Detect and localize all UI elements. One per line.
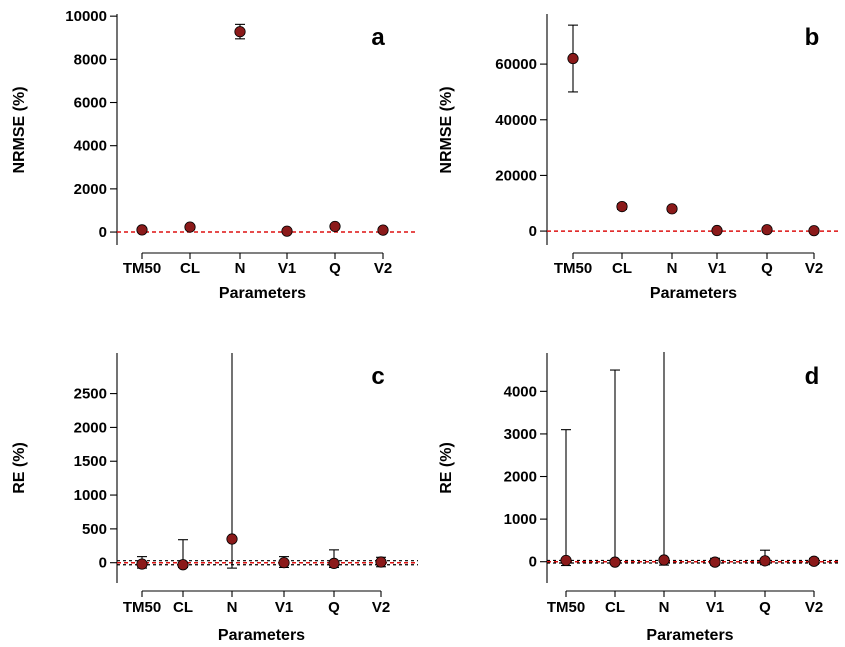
x-axis-title: Parameters — [219, 285, 306, 302]
panel-d: 0 1000 2000 3000 4000 TM50 CL N V1 Q V2 d RE (%) Para… — [438, 352, 838, 644]
point-v2 — [375, 556, 387, 568]
x-tick-label-v2: V2 — [805, 599, 823, 616]
x-tick-label-v1: V1 — [706, 599, 724, 616]
panel-c: 0 500 1000 1500 2000 2500 TM50 CL N V1 Q V2 c RE (%) P… — [11, 353, 418, 644]
y-tick-label: 10000 — [65, 8, 107, 25]
x-tick-label-v1: V1 — [275, 599, 293, 616]
point-n — [658, 554, 670, 566]
panel-b: 0 20000 40000 60000 TM50 CL N V1 Q V2 b NRMSE (%) Pa… — [438, 14, 838, 302]
x-tick-label-n: N — [667, 260, 678, 277]
x-tick-label-v2: V2 — [805, 260, 823, 277]
point-tm50 — [567, 52, 579, 65]
y-tick-label: 500 — [82, 521, 107, 538]
panel-label: d — [805, 363, 820, 390]
x-tick-label-cl: CL — [612, 260, 632, 277]
x-tick-label-tm50: TM50 — [123, 260, 161, 277]
x-axis-title: Parameters — [646, 627, 733, 644]
y-tick-label: 1000 — [504, 511, 537, 528]
point-q — [759, 555, 771, 567]
y-tick-label: 2000 — [504, 469, 537, 486]
x-tick-label-n: N — [235, 260, 246, 277]
y-tick-label: 6000 — [74, 95, 107, 112]
x-tick-label-q: Q — [759, 599, 771, 616]
point-cl — [184, 221, 196, 233]
x-axis-title: Parameters — [650, 285, 737, 302]
point-q — [761, 224, 773, 236]
point-v1 — [281, 225, 293, 237]
x-tick-label-n: N — [227, 599, 238, 616]
y-tick-label: 4000 — [504, 383, 537, 400]
y-tick-label: 0 — [99, 224, 107, 241]
y-tick-label: 60000 — [495, 56, 537, 73]
point-v1 — [709, 556, 721, 568]
point-v1 — [278, 557, 290, 569]
y-tick-label: 0 — [99, 555, 107, 572]
point-n — [666, 203, 678, 215]
y-tick-label: 3000 — [504, 426, 537, 443]
point-q — [328, 557, 340, 569]
x-tick-label-n: N — [659, 599, 670, 616]
point-tm50 — [560, 554, 572, 567]
y-axis-title: NRMSE (%) — [438, 86, 455, 173]
y-tick-label: 8000 — [74, 51, 107, 68]
x-tick-label-cl: CL — [605, 599, 625, 616]
point-cl — [616, 200, 628, 213]
y-tick-label: 0 — [529, 223, 537, 240]
x-tick-label-tm50: TM50 — [554, 260, 592, 277]
panel-label: a — [371, 24, 385, 51]
y-axis-title: NRMSE (%) — [11, 86, 28, 173]
point-cl — [609, 556, 621, 568]
x-tick-label-q: Q — [329, 260, 341, 277]
y-tick-label: 4000 — [74, 138, 107, 155]
point-v2 — [808, 555, 820, 567]
point-tm50 — [136, 224, 148, 236]
x-tick-label-tm50: TM50 — [547, 599, 585, 616]
x-tick-label-v1: V1 — [708, 260, 726, 277]
panel-a: 0 2000 4000 6000 8000 10000 TM50 CL N V1 Q V2 a NRMSE… — [11, 8, 418, 302]
y-tick-label: 40000 — [495, 112, 537, 129]
x-tick-label-q: Q — [328, 599, 340, 616]
y-tick-label: 2000 — [74, 419, 107, 436]
x-tick-label-v2: V2 — [374, 260, 392, 277]
y-tick-label: 2000 — [74, 181, 107, 198]
point-q — [329, 220, 341, 233]
x-tick-label-q: Q — [761, 260, 773, 277]
point-tm50 — [136, 558, 148, 570]
y-tick-label: 1000 — [74, 487, 107, 504]
panel-label: b — [805, 24, 820, 51]
point-v1 — [711, 224, 723, 237]
point-n — [234, 26, 246, 38]
x-tick-label-v1: V1 — [278, 260, 296, 277]
y-axis-title: RE (%) — [438, 442, 455, 494]
x-tick-label-tm50: TM50 — [123, 599, 161, 616]
panel-label: c — [371, 363, 384, 390]
y-tick-label: 20000 — [495, 167, 537, 184]
x-axis-title: Parameters — [218, 627, 305, 644]
x-tick-label-cl: CL — [173, 599, 193, 616]
point-v2 — [377, 224, 389, 236]
point-cl — [177, 559, 189, 571]
x-tick-label-cl: CL — [180, 260, 200, 277]
point-n — [226, 533, 238, 545]
point-v2 — [808, 225, 820, 237]
y-tick-label: 0 — [529, 554, 537, 571]
x-tick-label-v2: V2 — [372, 599, 390, 616]
y-tick-label: 1500 — [74, 453, 107, 470]
y-tick-label: 2500 — [74, 386, 107, 403]
y-axis-title: RE (%) — [11, 442, 28, 494]
